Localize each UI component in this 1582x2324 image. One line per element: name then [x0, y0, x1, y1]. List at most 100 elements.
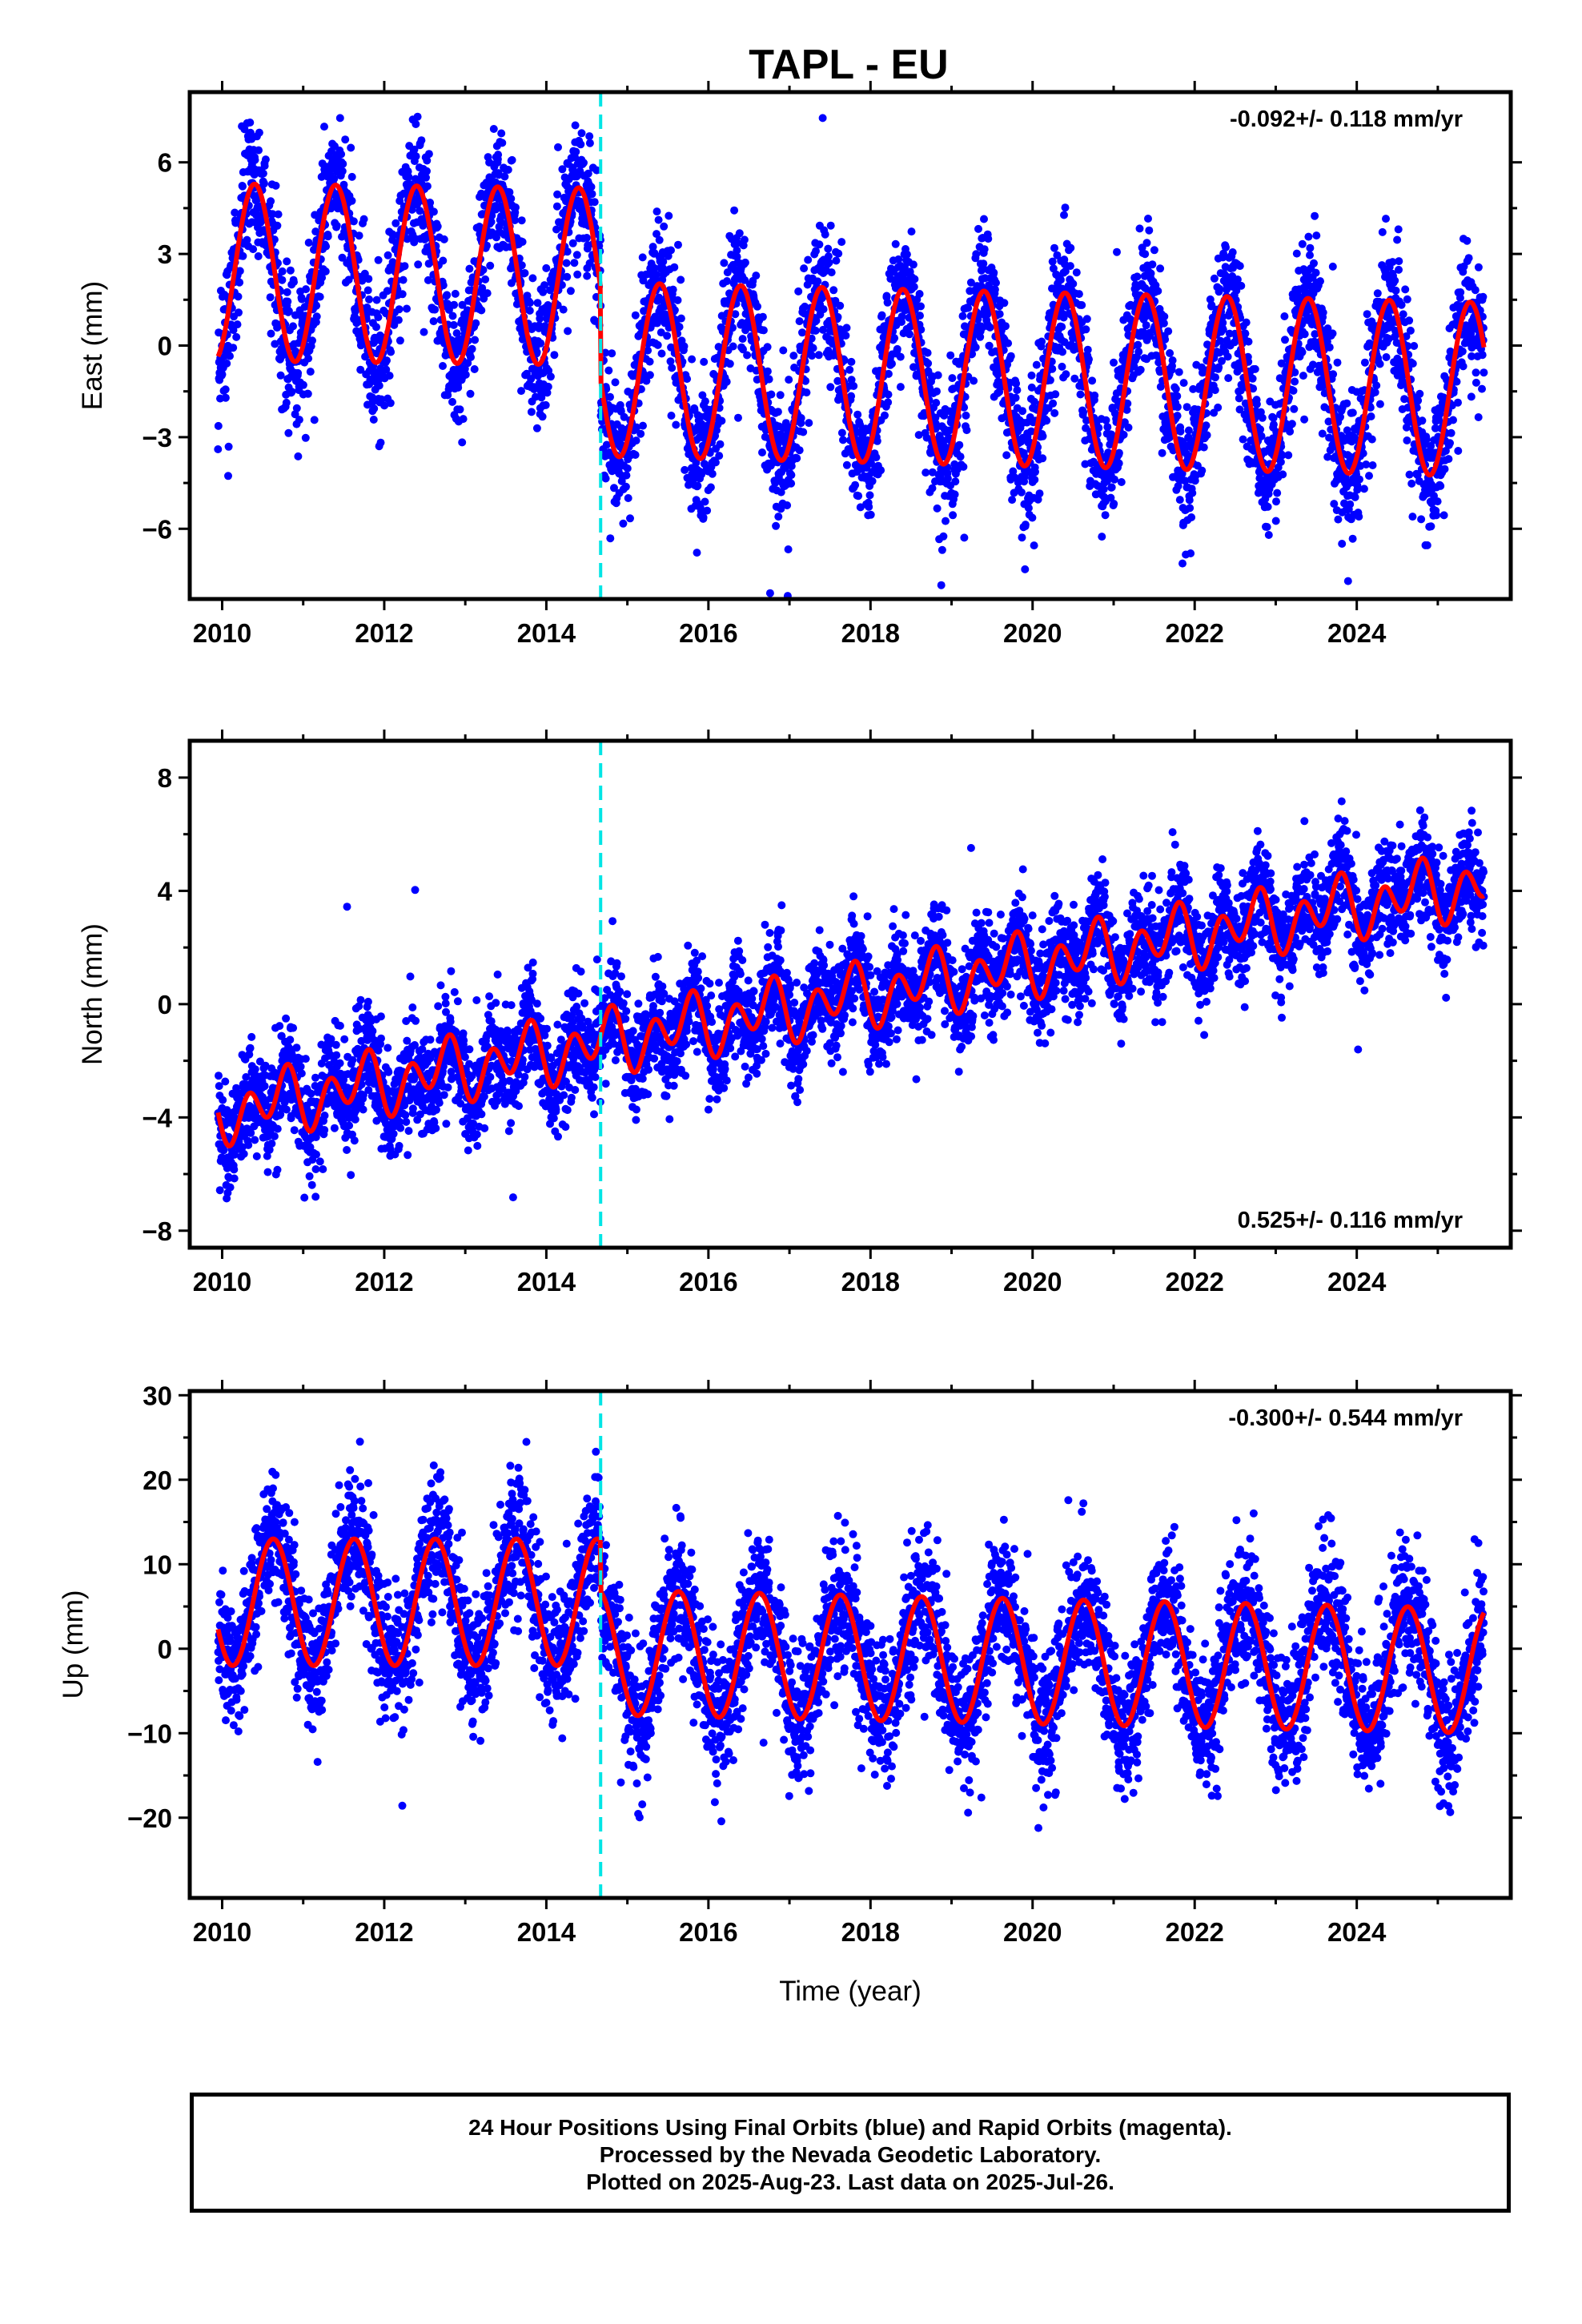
data-point [1346, 500, 1355, 509]
data-point [1012, 379, 1021, 388]
data-point [928, 468, 937, 476]
data-point [776, 391, 785, 400]
data-point [1207, 301, 1216, 310]
data-point [735, 229, 744, 238]
data-point [1223, 352, 1232, 361]
data-point [261, 155, 270, 164]
data-point [1146, 332, 1154, 340]
data-point [639, 276, 648, 285]
data-point [1030, 476, 1039, 484]
data-point [1456, 288, 1465, 296]
data-point [278, 275, 287, 284]
data-point [423, 156, 432, 165]
data-point [888, 360, 896, 368]
data-point [1343, 577, 1352, 585]
data-point [834, 249, 843, 258]
data-point [1405, 470, 1414, 479]
data-point [1154, 287, 1162, 296]
data-point [1034, 495, 1042, 504]
data-point [533, 299, 542, 308]
data-point [358, 276, 367, 285]
data-point [1414, 396, 1423, 405]
data-point [763, 367, 772, 376]
data-point [1454, 398, 1462, 407]
data-point [259, 169, 267, 178]
data-point [677, 275, 685, 284]
data-point [330, 175, 339, 183]
data-point [1148, 260, 1157, 269]
data-point [946, 351, 955, 360]
data-point [894, 255, 903, 263]
data-point [772, 521, 781, 530]
data-point [1168, 356, 1177, 364]
data-point [566, 287, 575, 296]
data-point [636, 429, 645, 438]
data-point [668, 364, 677, 372]
data-point [1124, 423, 1133, 432]
data-point [518, 238, 527, 246]
data-point [1158, 448, 1166, 457]
data-point [1355, 513, 1363, 521]
data-point [642, 376, 651, 385]
data-point [1405, 316, 1414, 325]
data-point [290, 278, 298, 287]
data-point [1215, 363, 1223, 372]
data-point [1013, 386, 1022, 395]
data-point [1185, 496, 1194, 505]
data-point [956, 452, 965, 461]
data-point [1319, 308, 1327, 317]
data-point [471, 336, 480, 344]
data-point [363, 286, 372, 295]
data-point [1408, 360, 1417, 368]
data-point [1160, 312, 1169, 321]
data-point [1464, 254, 1473, 263]
data-point [1018, 407, 1027, 416]
data-point [700, 357, 709, 366]
data-point [303, 389, 312, 398]
data-point [1371, 388, 1379, 396]
data-point [1061, 203, 1070, 212]
data-point [1136, 365, 1145, 374]
data-point [562, 259, 571, 267]
data-point [670, 263, 679, 271]
data-point [527, 408, 536, 416]
data-point [1083, 345, 1092, 354]
data-point [1038, 432, 1047, 440]
data-point [536, 314, 544, 323]
data-point [1235, 262, 1244, 271]
data-point [284, 428, 293, 437]
data-point [443, 291, 452, 300]
data-point [1178, 469, 1186, 478]
data-point [896, 383, 905, 392]
data-point [622, 471, 631, 480]
data-point [221, 385, 230, 394]
data-point [590, 198, 599, 207]
data-point [1035, 489, 1044, 498]
data-point [1099, 485, 1108, 493]
data-point [233, 320, 242, 329]
data-point [734, 413, 742, 422]
data-point [656, 328, 665, 337]
data-point [448, 397, 456, 406]
data-point [1110, 475, 1118, 484]
data-point [576, 140, 585, 149]
data-point [1049, 399, 1058, 408]
data-point [267, 197, 275, 206]
data-point [489, 125, 498, 133]
data-point [1141, 250, 1150, 259]
data-point [960, 403, 969, 412]
data-point [429, 207, 438, 216]
data-point [539, 287, 548, 296]
data-point [383, 251, 392, 259]
data-point [1176, 427, 1185, 436]
data-point [1235, 394, 1243, 403]
data-point [283, 287, 291, 296]
data-point [663, 332, 672, 340]
data-point [866, 510, 875, 519]
data-point [632, 436, 640, 445]
data-point [693, 481, 702, 490]
data-point [1452, 377, 1461, 386]
data-point [1280, 312, 1289, 320]
data-point [1449, 416, 1457, 424]
